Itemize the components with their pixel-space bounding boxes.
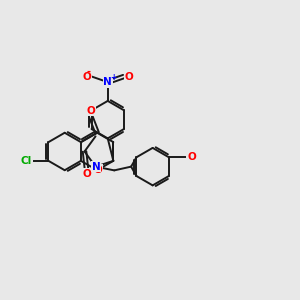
Text: +: +: [110, 74, 116, 82]
Text: Cl: Cl: [21, 156, 32, 166]
Text: O: O: [86, 106, 95, 116]
Text: O: O: [124, 72, 134, 82]
Text: O: O: [82, 72, 91, 82]
Text: O: O: [82, 169, 91, 179]
Text: O: O: [93, 165, 102, 175]
Text: O: O: [187, 152, 196, 162]
Text: N: N: [92, 162, 100, 172]
Text: -: -: [87, 67, 91, 77]
Text: N: N: [103, 77, 112, 87]
